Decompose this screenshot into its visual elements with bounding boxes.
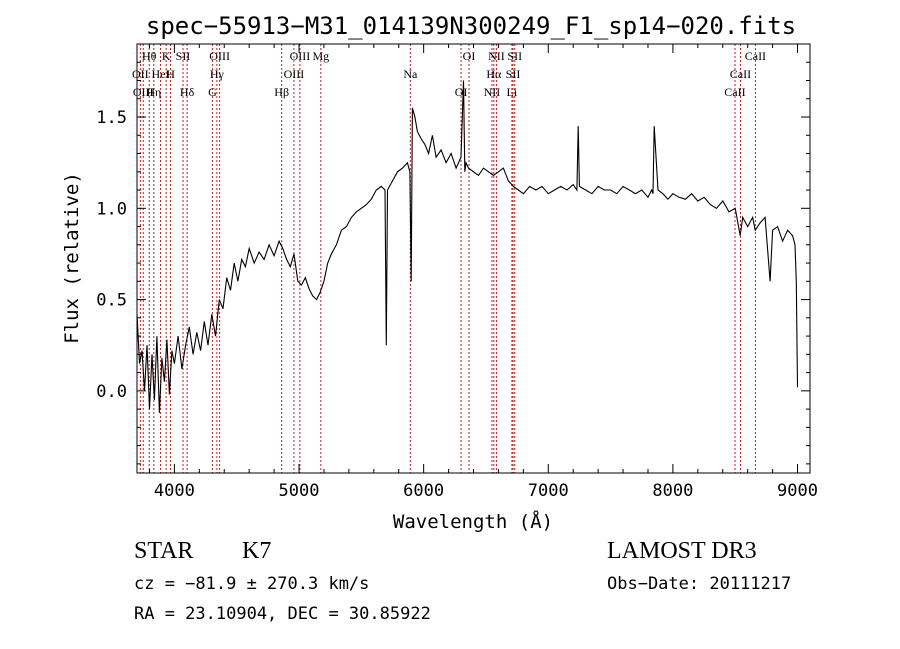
axis-ticks xyxy=(137,43,810,473)
spectral-line-label: G xyxy=(208,85,217,99)
y-tick-label: 1.0 xyxy=(96,199,127,219)
spectral-line-label: NII xyxy=(484,85,501,99)
chart-title: spec−55913−M31_014139N300249_F1_sp14−020… xyxy=(146,12,796,40)
spectral-line-label: HeI xyxy=(152,67,170,81)
y-tick-label: 0.5 xyxy=(96,291,127,311)
y-tick-label: 1.5 xyxy=(96,108,127,128)
spectrum-series xyxy=(136,80,799,413)
spectral-line-label: Li xyxy=(507,85,518,99)
velocity-readout: cz = −81.9 ± 270.3 km/s xyxy=(134,574,370,594)
spectral-line-label: H xyxy=(166,67,175,81)
x-tick-label: 8000 xyxy=(652,481,693,501)
subclass-label: K7 xyxy=(242,538,272,564)
spectral-line-label: Hα xyxy=(486,67,502,81)
obs-date: Obs−Date: 20111217 xyxy=(607,574,792,594)
plot-frame xyxy=(136,43,811,474)
y-tick-labels: 0.0 0.5 1.0 1.5 xyxy=(96,108,127,402)
x-tick-label: 6000 xyxy=(403,481,444,501)
spectral-line-label: CaII xyxy=(745,49,766,63)
spectrum-line xyxy=(136,80,799,413)
spectral-line-label: Hδ xyxy=(180,85,195,99)
spectral-line-label: Hη xyxy=(146,85,161,99)
spectral-line-label: SII xyxy=(507,49,522,63)
spectral-line-label: CaII xyxy=(730,67,751,81)
x-tick-labels: 4000 5000 6000 7000 8000 9000 xyxy=(154,481,818,501)
x-tick-label: 7000 xyxy=(528,481,569,501)
spectral-line-label: CaII xyxy=(724,85,745,99)
spectral-line-label: SII xyxy=(176,49,191,63)
spectral-line-label: Na xyxy=(403,67,418,81)
coordinates-readout: RA = 23.10904, DEC = 30.85922 xyxy=(134,604,431,624)
spectral-line-label: OI xyxy=(455,85,468,99)
spectral-line-label: OIII xyxy=(284,67,305,81)
x-tick-label: 5000 xyxy=(279,481,320,501)
spectral-line-label: Hβ xyxy=(274,85,289,99)
x-tick-label: 4000 xyxy=(154,481,195,501)
spectral-line-label: NII xyxy=(488,49,505,63)
y-tick-label: 0.0 xyxy=(96,382,127,402)
spectral-line-label: SII xyxy=(506,67,521,81)
spectral-line-label: Hγ xyxy=(210,67,225,81)
spectral-line-label: OIII xyxy=(290,49,311,63)
survey-label: LAMOST DR3 xyxy=(607,538,757,564)
spectral-line-label: Hθ xyxy=(142,49,157,63)
spectral-line-labels: HθOIIOIIIKHeIHηSIIHHδOIIIHγGOIIIOIIIHβMg… xyxy=(132,49,766,99)
spectral-line-label: OII xyxy=(132,67,149,81)
y-axis-label: Flux (relative) xyxy=(61,172,83,344)
spectral-line-label: OI xyxy=(463,49,476,63)
spectral-line-label: K xyxy=(162,49,171,63)
spectral-line-label: Mg xyxy=(312,49,329,63)
spectral-line-label: OIII xyxy=(209,49,230,63)
spectral-line-markers xyxy=(139,44,756,473)
x-tick-label: 9000 xyxy=(777,481,818,501)
class-label: STAR xyxy=(134,538,194,564)
spectral-line-label: OIII xyxy=(133,85,154,99)
x-axis-label: Wavelength (Å) xyxy=(393,510,553,533)
